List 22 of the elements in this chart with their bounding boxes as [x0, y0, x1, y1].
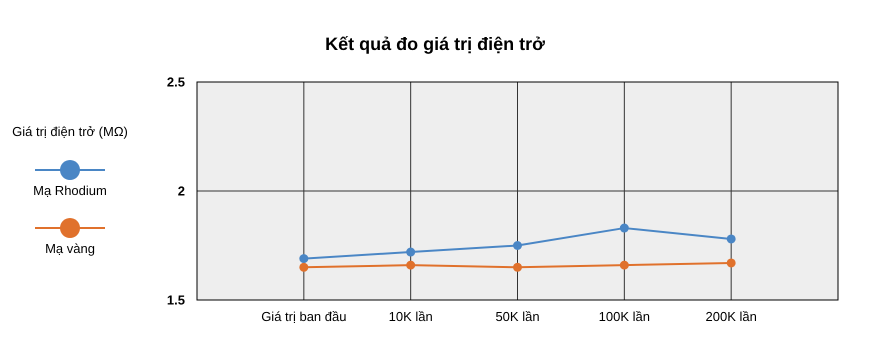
legend-title: Giá trị điện trở (MΩ) [12, 124, 128, 139]
point [299, 262, 308, 272]
legend-label: Mạ vàng [45, 241, 95, 256]
y-tick-label: 2 [178, 184, 185, 199]
chart-title: Kết quả đo giá trị điện trở [325, 34, 546, 54]
point [513, 262, 522, 272]
x-tick-label: 100K lần [598, 309, 650, 324]
point [406, 248, 416, 257]
x-tick-label: 200K lần [706, 309, 757, 324]
legend-label: Mạ Rhodium [33, 183, 107, 198]
point [620, 260, 629, 270]
y-tick-label: 2.5 [166, 74, 185, 90]
x-tick-label: 50K lần [495, 309, 540, 324]
point [620, 224, 629, 233]
point [726, 258, 736, 268]
point [726, 234, 736, 244]
point [299, 254, 308, 264]
point [406, 260, 416, 270]
x-tick-label: 10K lần [388, 309, 433, 324]
x-tick-label: Giá trị ban đầu [261, 309, 346, 324]
y-tick-label: 1.5 [166, 292, 185, 308]
point [513, 241, 522, 250]
